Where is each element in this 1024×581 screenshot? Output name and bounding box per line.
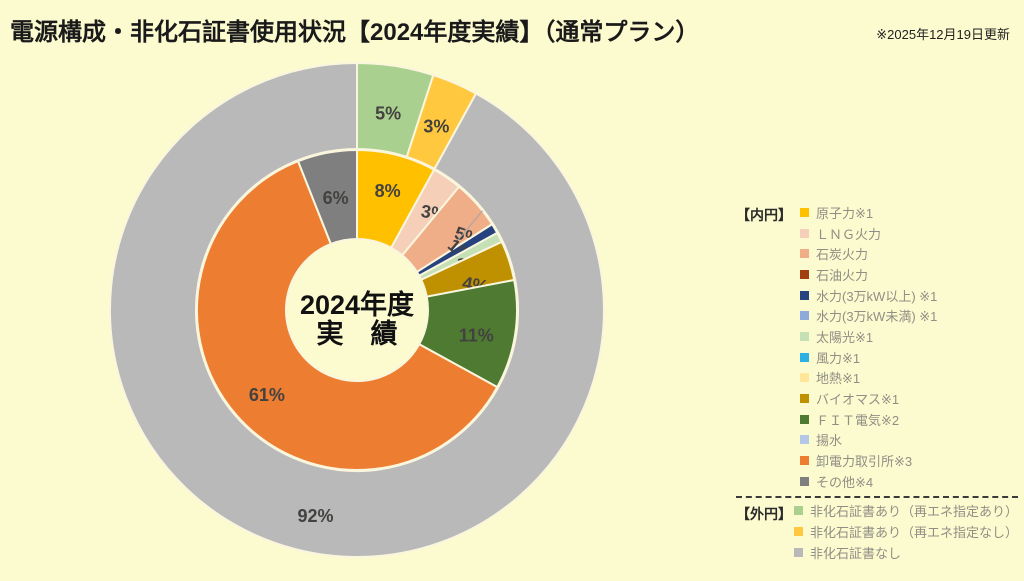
legend-inner-rows: 原子力※1 ＬＮＧ火力石炭火力石油火力水力(3万kW以上) ※1 水力(3万kW未満… <box>800 202 1020 492</box>
inner-ring-slice <box>196 160 499 471</box>
legend-item-label: 非化石証書あり（再エネ指定あり） <box>810 504 1019 520</box>
legend-item-label: ＬＮＧ火力 <box>816 226 882 242</box>
legend-swatch <box>794 547 803 557</box>
legend-swatch <box>800 311 809 321</box>
legend-item: バイオマス※1 <box>800 388 1020 409</box>
slice-label: 11% <box>459 325 494 345</box>
update-note: ※2025年12月19日更新 <box>876 27 1010 42</box>
legend-item: 卸電力取引所※3 <box>800 450 1020 471</box>
legend-item: 原子力※1 <box>800 202 1020 223</box>
outer-ring-slice <box>109 62 605 558</box>
legend-item-label: 石炭火力 <box>816 247 869 263</box>
legend-swatch <box>800 207 809 217</box>
legend-swatch <box>800 476 809 486</box>
legend-outer-rows: 非化石証書あり（再エネ指定あり） 非化石証書あり（再エネ指定なし） 非化石証書なし <box>794 501 1020 563</box>
legend-item: 石炭火力 <box>800 243 1020 264</box>
legend-item: 水力(3万kW以上) ※1 <box>800 285 1020 306</box>
legend-item: 地熱※1 <box>800 368 1020 389</box>
legend-item-label: 石油火力 <box>816 267 869 283</box>
legend-item-label: その他※4 <box>816 474 874 490</box>
legend-item: 揚水 <box>800 430 1020 451</box>
legend-swatch <box>800 331 809 341</box>
slice-label: 5% <box>375 104 401 124</box>
center-label-line2: 実 績 <box>317 318 398 349</box>
legend-item: その他※4 <box>800 471 1020 492</box>
legend-group-outer-label: 【外円】 <box>736 506 792 522</box>
legend-item-label: ＦＩＴ電気※2 <box>816 412 900 428</box>
legend-item-label: 水力(3万kW未満) ※1 <box>816 309 938 325</box>
legend-item-label: 原子力※1 <box>816 205 874 221</box>
legend-item-label: 非化石証書なし <box>810 545 902 561</box>
legend-item-label: 太陽光※1 <box>816 329 874 345</box>
slice-label: 92% <box>297 506 333 526</box>
legend-swatch <box>800 249 809 259</box>
legend-swatch <box>800 228 809 238</box>
legend-swatch <box>800 394 809 404</box>
legend-item-label: 地熱※1 <box>816 371 861 387</box>
legend-swatch <box>800 269 809 279</box>
slice-label: 6% <box>323 188 349 208</box>
legend-item: 水力(3万kW未満) ※1 <box>800 305 1020 326</box>
page-title: 電源構成・非化石証書使用状況【2024年度実績】（通常プラン） <box>10 19 700 46</box>
legend-item-label: 水力(3万kW以上) ※1 <box>816 288 938 304</box>
legend-item: 風力※1 <box>800 347 1020 368</box>
legend-item-label: 卸電力取引所※3 <box>816 454 913 470</box>
legend-item: 非化石証書なし <box>794 542 1020 563</box>
legend-item-label: バイオマス※1 <box>816 392 900 408</box>
legend-item-label: 揚水 <box>816 433 843 449</box>
slice-label: 3% <box>423 116 449 136</box>
legend-swatch <box>800 414 809 424</box>
legend-divider <box>736 495 1018 498</box>
legend-item: 石油火力 <box>800 264 1020 285</box>
legend-item-label: 風力※1 <box>816 350 861 366</box>
legend-swatch <box>800 352 809 362</box>
legend-swatch <box>800 435 809 445</box>
legend-item-label: 非化石証書あり（再エネ指定なし） <box>810 525 1019 541</box>
legend-item: ＦＩＴ電気※2 <box>800 409 1020 430</box>
slice-label: 61% <box>249 385 285 405</box>
legend-swatch <box>794 527 803 537</box>
legend-group-inner-label: 【内円】 <box>736 207 792 223</box>
legend-item: 非化石証書あり（再エネ指定なし） <box>794 521 1020 542</box>
slice-label: 8% <box>375 181 401 201</box>
legend-item: 非化石証書あり（再エネ指定あり） <box>794 501 1020 522</box>
legend-swatch <box>800 456 809 466</box>
legend-swatch <box>800 373 809 383</box>
legend-swatch <box>794 506 803 516</box>
legend-swatch <box>800 290 809 300</box>
legend-item: 太陽光※1 <box>800 326 1020 347</box>
chart-legend: 【内円】 原子力※1 ＬＮＧ火力石炭火力石油火力水力(3万kW以上) ※1 水力(3… <box>736 202 1020 563</box>
center-label-line1: 2024年度 <box>300 289 414 320</box>
legend-item: ＬＮＧ火力 <box>800 223 1020 244</box>
